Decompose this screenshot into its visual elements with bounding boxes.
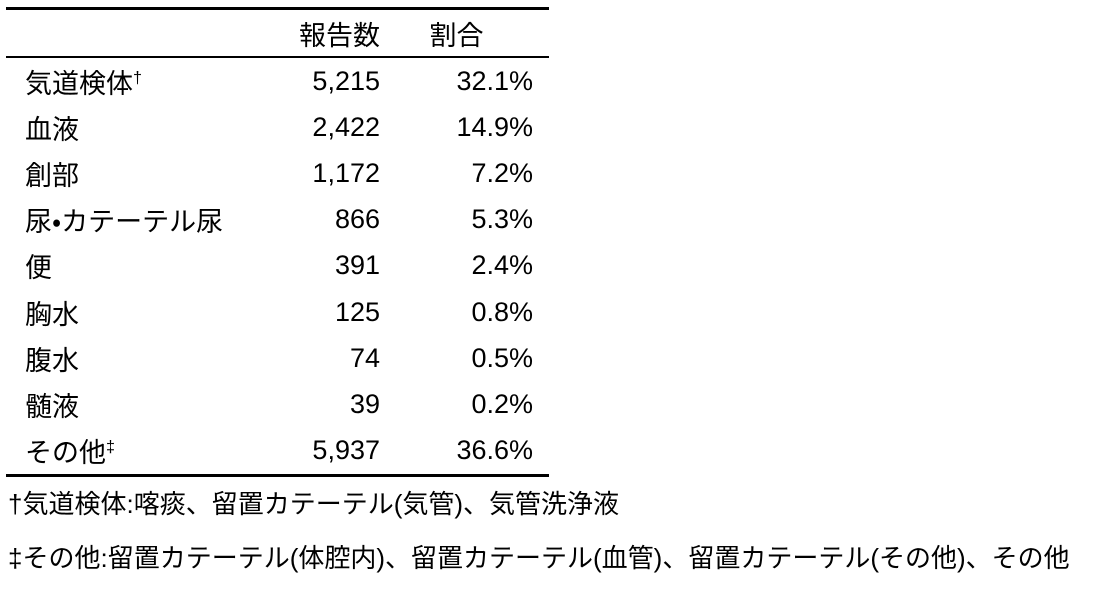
row-percent: 32.1% (456, 65, 533, 96)
table-header-row: 報告数 割合 (6, 10, 549, 58)
header-report-count: 報告数 (299, 20, 380, 51)
row-label-text: 血液 (25, 114, 79, 145)
row-label: 尿・カテーテル尿 (6, 200, 250, 239)
row-label-text: その他 (25, 438, 106, 469)
row-label: 髄液 (6, 385, 250, 424)
row-label: その他‡ (6, 431, 250, 470)
row-percent: 2.4% (471, 250, 533, 281)
footnotes: †気道検体:喀痰、留置カテーテル(気管)、気管洗浄液 ‡その他:留置カテーテル(… (8, 488, 1108, 594)
row-percent: 0.5% (471, 342, 533, 373)
table-row: 髄液 39 0.2% (6, 381, 549, 427)
row-count: 391 (334, 250, 380, 281)
row-percent: 0.8% (471, 296, 533, 327)
row-label: 胸水 (6, 293, 250, 332)
double-dagger-marker: ‡ (8, 543, 23, 573)
row-label-text: 気道検体 (25, 68, 133, 99)
row-label: 気道検体† (6, 62, 250, 101)
table-row: 便 391 2.4% (6, 243, 549, 289)
row-count: 74 (349, 342, 380, 373)
row-label: 腹水 (6, 339, 250, 378)
row-percent: 14.9% (456, 111, 533, 142)
row-label-text: 創部 (25, 160, 79, 191)
row-count: 39 (349, 388, 380, 419)
row-count: 866 (334, 204, 380, 235)
row-percent: 0.2% (471, 388, 533, 419)
row-label-text: 尿・カテーテル尿 (25, 207, 224, 238)
footnote-dagger: †気道検体:喀痰、留置カテーテル(気管)、気管洗浄液 (8, 488, 1108, 520)
footnote-double-dagger: ‡その他:留置カテーテル(体腔内)、留置カテーテル(血管)、留置カテーテル(その… (8, 542, 1108, 574)
row-label-text: 腹水 (25, 345, 79, 376)
row-count: 5,215 (312, 65, 380, 96)
row-label-text: 髄液 (25, 391, 79, 422)
table-row: 血液 2,422 14.9% (6, 104, 549, 150)
double-dagger-superscript: ‡ (106, 438, 116, 457)
row-percent: 5.3% (471, 204, 533, 235)
row-count: 125 (334, 296, 380, 327)
row-count: 5,937 (312, 435, 380, 466)
specimen-table: 報告数 割合 気道検体† 5,215 32.1% 血液 2,422 14.9% … (6, 7, 549, 477)
row-label: 創部 (6, 154, 250, 193)
row-label: 便 (6, 246, 250, 285)
footnote-text: 気道検体:喀痰、留置カテーテル(気管)、気管洗浄液 (22, 489, 620, 519)
row-count: 1,172 (312, 157, 380, 188)
dagger-marker: † (8, 489, 23, 519)
header-percentage: 割合 (429, 20, 484, 51)
footnote-text: その他:留置カテーテル(体腔内)、留置カテーテル(血管)、留置カテーテル(その他… (22, 543, 1070, 573)
dagger-superscript: † (133, 68, 143, 87)
table-row: 腹水 74 0.5% (6, 335, 549, 381)
table-row: 尿・カテーテル尿 866 5.3% (6, 197, 549, 243)
row-label-text: 便 (25, 253, 52, 284)
table-row: 胸水 125 0.8% (6, 289, 549, 335)
row-percent: 36.6% (456, 435, 533, 466)
table-row: 創部 1,172 7.2% (6, 150, 549, 196)
row-label-text: 胸水 (25, 299, 79, 330)
table-row: その他‡ 5,937 36.6% (6, 428, 549, 474)
row-count: 2,422 (312, 111, 380, 142)
row-percent: 7.2% (471, 157, 533, 188)
row-label: 血液 (6, 108, 250, 147)
table-row: 気道検体† 5,215 32.1% (6, 58, 549, 104)
